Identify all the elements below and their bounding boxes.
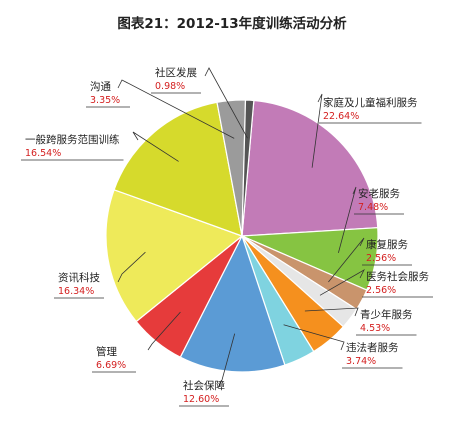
leader-line — [283, 324, 345, 351]
slice-value-label: 22.64% — [323, 111, 359, 122]
slice-label: 社会保障 — [183, 379, 225, 392]
slice-label: 沟通 — [90, 80, 111, 93]
slice-value-label: 2.56% — [366, 285, 396, 296]
slice-label: 管理 — [96, 345, 117, 358]
pie-slice — [179, 234, 286, 373]
slice-label: 违法者服务 — [346, 341, 399, 354]
slice-value-label: 16.34% — [58, 286, 94, 297]
leader-line — [117, 251, 146, 283]
slice-value-label: 7.48% — [358, 202, 388, 213]
slice-label: 资讯科技 — [58, 271, 100, 284]
slice-value-label: 3.35% — [90, 95, 120, 106]
slice-value-label: 3.74% — [346, 356, 376, 367]
slice-label: 医务社会服务 — [366, 270, 429, 283]
slice-label: 安老服务 — [358, 187, 400, 200]
slice-value-label: 16.54% — [25, 148, 61, 159]
slice-value-label: 4.53% — [360, 323, 390, 334]
leader-line — [338, 186, 357, 254]
pie-slice — [113, 101, 243, 237]
slice-value-label: 12.60% — [183, 394, 219, 405]
leader-line — [217, 333, 236, 389]
slice-value-label: 6.69% — [96, 360, 126, 371]
slice-label: 社区发展 — [155, 66, 197, 79]
leader-line — [132, 131, 179, 162]
slice-label: 一般跨服务范围训练 — [25, 133, 120, 146]
slice-label: 康复服务 — [366, 238, 408, 251]
slice-label: 青少年服务 — [360, 308, 413, 321]
leader-line — [117, 79, 235, 139]
leader-line — [304, 307, 359, 317]
pie-slice — [105, 188, 244, 323]
leader-line — [311, 93, 323, 168]
slice-label: 家庭及儿童福利服务 — [323, 96, 418, 109]
leader-line — [319, 268, 365, 296]
slice-value-label: 2.56% — [366, 253, 396, 264]
chart-title: 图表21：2012-13年度训练活动分析 — [117, 16, 347, 32]
leader-line — [328, 237, 365, 283]
leader-line — [147, 311, 181, 351]
slice-value-label: 0.98% — [155, 81, 185, 92]
pie-slice — [241, 99, 379, 237]
leader-line — [204, 67, 248, 139]
